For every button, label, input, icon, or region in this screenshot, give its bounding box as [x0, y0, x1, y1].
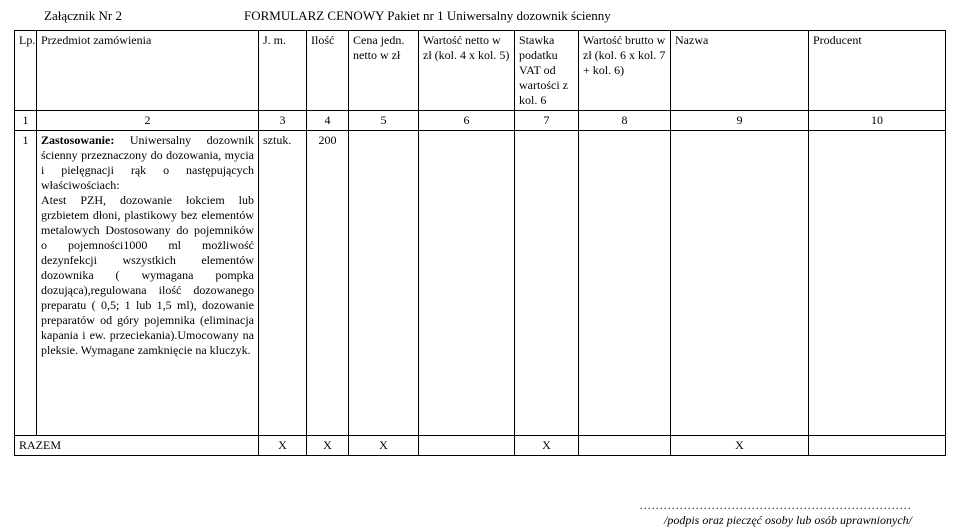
- row-unit: [349, 131, 419, 436]
- row-gross: [579, 131, 671, 436]
- num-1: 1: [15, 111, 37, 131]
- summary-x-jm: X: [259, 436, 307, 456]
- row-qty: 200: [307, 131, 349, 436]
- summary-x-qty: X: [307, 436, 349, 456]
- table-number-row: 1 2 3 4 5 6 7 8 9 10: [15, 111, 946, 131]
- num-5: 5: [349, 111, 419, 131]
- summary-producer: [809, 436, 946, 456]
- summary-net: [419, 436, 515, 456]
- col-vat: Stawka podatku VAT od wartości z kol. 6: [515, 31, 579, 111]
- row-item-strong: Zastosowanie:: [41, 133, 114, 147]
- signature-text: /podpis oraz pieczęć osoby lub osób upra…: [14, 513, 912, 528]
- num-3: 3: [259, 111, 307, 131]
- col-producer: Producent: [809, 31, 946, 111]
- col-gross: Wartość brutto w zł (kol. 6 x kol. 7 + k…: [579, 31, 671, 111]
- signature-dots: ........................................…: [14, 498, 912, 513]
- row-name: [671, 131, 809, 436]
- price-table: Lp. Przedmiot zamówienia J. m. Ilość Cen…: [14, 30, 946, 456]
- row-net: [419, 131, 515, 436]
- summary-x-vat: X: [515, 436, 579, 456]
- num-6: 6: [419, 111, 515, 131]
- summary-label: RAZEM: [15, 436, 259, 456]
- row-lp: 1: [15, 131, 37, 436]
- num-10: 10: [809, 111, 946, 131]
- num-8: 8: [579, 111, 671, 131]
- summary-x-unit: X: [349, 436, 419, 456]
- num-4: 4: [307, 111, 349, 131]
- col-item: Przedmiot zamówienia: [37, 31, 259, 111]
- form-title: FORMULARZ CENOWY Pakiet nr 1 Uniwersalny…: [244, 8, 946, 24]
- row-producer: [809, 131, 946, 436]
- table-summary-row: RAZEM X X X X X: [15, 436, 946, 456]
- col-lp: Lp.: [15, 31, 37, 111]
- table-header-row: Lp. Przedmiot zamówienia J. m. Ilość Cen…: [15, 31, 946, 111]
- attachment-label: Załącznik Nr 2: [14, 8, 244, 24]
- num-7: 7: [515, 111, 579, 131]
- col-name: Nazwa: [671, 31, 809, 111]
- num-2: 2: [37, 111, 259, 131]
- row-item-body: Atest PZH, dozowanie łokciem lub grzbiet…: [41, 193, 254, 357]
- row-jm: sztuk.: [259, 131, 307, 436]
- col-net: Wartość netto w zł (kol. 4 x kol. 5): [419, 31, 515, 111]
- summary-gross: [579, 436, 671, 456]
- col-unit: Cena jedn. netto w zł: [349, 31, 419, 111]
- summary-x-name: X: [671, 436, 809, 456]
- table-row: 1 Zastosowanie: Uniwersalny dozownik ści…: [15, 131, 946, 436]
- row-item: Zastosowanie: Uniwersalny dozownik ścien…: [37, 131, 259, 436]
- num-9: 9: [671, 111, 809, 131]
- col-jm: J. m.: [259, 31, 307, 111]
- col-qty: Ilość: [307, 31, 349, 111]
- row-vat: [515, 131, 579, 436]
